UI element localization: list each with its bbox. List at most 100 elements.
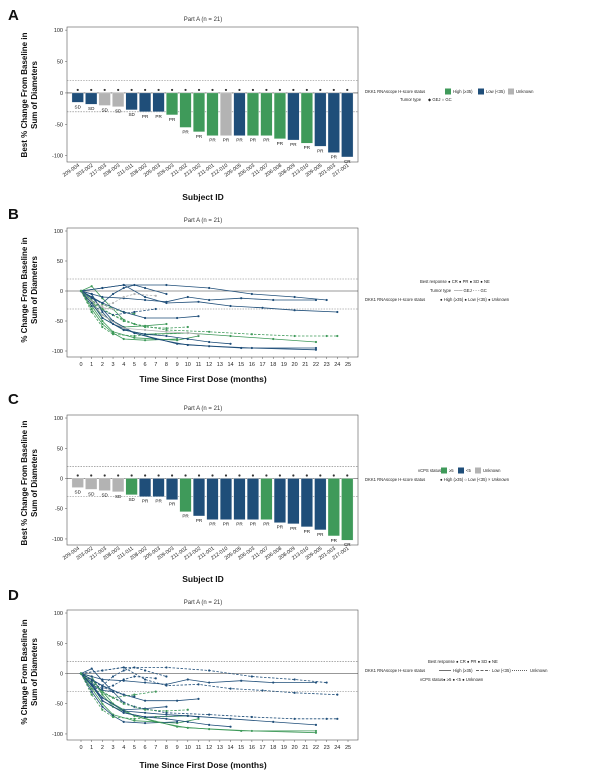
data-point — [111, 307, 115, 311]
data-point — [186, 331, 189, 335]
data-point — [143, 699, 147, 702]
data-point — [133, 693, 136, 696]
best-response-label: SD — [115, 109, 122, 114]
x-tick-label: 21 — [302, 362, 308, 368]
series-line — [80, 666, 167, 687]
data-point — [143, 325, 147, 329]
data-point — [197, 333, 200, 336]
data-point — [165, 334, 168, 338]
data-point — [101, 708, 104, 711]
y-tick-label: 0 — [60, 289, 63, 295]
data-point — [143, 316, 147, 320]
best-response-label: SD — [128, 112, 135, 117]
legend-d-vcps-title: vCPS status — [420, 677, 443, 682]
best-response-label: PR — [263, 138, 270, 143]
best-response-label: CR — [344, 159, 351, 164]
tumor-type-marker — [197, 88, 201, 92]
x-tick-label: 12 — [206, 745, 212, 751]
best-response-label: SD — [101, 107, 108, 112]
panel-letter-d: D — [8, 587, 19, 604]
data-point — [165, 684, 168, 687]
legend-d-best-items: ● CR ● PR ● SD ● NE — [456, 659, 498, 664]
data-point — [90, 690, 93, 693]
tumor-type-marker — [144, 88, 147, 92]
panel-letter-a: A — [8, 7, 19, 24]
data-point — [208, 723, 211, 726]
best-response-label: PR — [169, 117, 176, 122]
data-point — [143, 715, 147, 719]
data-point — [90, 292, 93, 296]
y-tick-label: 0 — [60, 476, 63, 482]
panel-d-ylabel-line2: Sum of Diameters — [30, 637, 39, 706]
y-tick-label: -50 — [55, 507, 63, 513]
data-point — [133, 292, 136, 296]
panel-c-ylabel-line2: Sum of Diameters — [30, 448, 39, 517]
data-point — [154, 294, 157, 297]
data-point — [165, 328, 168, 332]
data-point — [154, 307, 157, 311]
x-tick-label: 4 — [122, 745, 125, 751]
data-point — [111, 690, 115, 693]
panel-c-xlabel: Subject ID — [182, 574, 224, 584]
bar — [287, 92, 300, 141]
panel-a-title: Part A (n = 21) — [184, 17, 223, 23]
data-point — [208, 298, 211, 302]
panel-b-ylabel-line2: Sum of Diameters — [30, 255, 39, 324]
tumor-type-marker — [346, 474, 349, 477]
data-point — [101, 687, 104, 690]
data-point — [79, 289, 83, 293]
x-tick-label: 11 — [196, 362, 202, 368]
data-point — [133, 310, 136, 314]
data-point — [250, 729, 253, 733]
data-point — [111, 292, 115, 296]
bar — [327, 478, 340, 537]
data-point — [165, 713, 168, 716]
x-tick-label: 12 — [206, 362, 212, 368]
legend-panel-c: vCPS status ≥5 <5 Unknown DKK1 RNAscope … — [365, 467, 510, 482]
tumor-type-marker — [265, 474, 268, 477]
data-point — [133, 336, 136, 339]
tumor-type-marker — [278, 474, 281, 477]
data-point — [111, 715, 115, 719]
best-response-label: PR — [196, 134, 203, 139]
plots-layer: 100500-50-100SD209-004SD203-002SD217-003… — [52, 26, 359, 751]
data-point — [154, 720, 157, 723]
legend-d-vcps-items: ● ≥5 ● <5 ● Unknown — [443, 677, 484, 682]
data-point — [314, 340, 318, 344]
data-point — [154, 690, 157, 693]
legend-b-best-items: ● CR ● PR ● SD ● NE — [448, 279, 490, 284]
data-point — [293, 691, 296, 694]
y-tick-label: 0 — [60, 91, 63, 97]
data-point — [293, 678, 296, 681]
best-response-label: PR — [142, 114, 149, 119]
x-tick-label: 0 — [79, 745, 82, 751]
data-point — [90, 675, 93, 678]
panel-d-xlabel: Time Since First Dose (months) — [139, 760, 267, 770]
data-point — [101, 295, 104, 299]
data-point — [336, 717, 339, 720]
data-point — [101, 286, 104, 290]
tumor-type-marker — [76, 88, 79, 92]
bar — [179, 478, 192, 512]
data-point — [143, 339, 147, 342]
data-point — [154, 677, 157, 680]
x-tick-label: 15 — [238, 745, 244, 751]
data-point — [101, 322, 104, 326]
data-point — [197, 715, 200, 719]
tumor-type-marker — [197, 474, 201, 477]
data-point — [133, 719, 136, 722]
tumor-type-marker — [170, 474, 174, 477]
data-point — [186, 337, 189, 341]
x-tick-label: 15 — [238, 362, 244, 368]
tumor-type-marker — [278, 88, 281, 92]
best-response-label: SD — [88, 106, 95, 111]
data-point — [90, 684, 93, 687]
legend-b-tumor-title: Tumor type — [430, 288, 452, 293]
best-response-label: PR — [304, 529, 311, 534]
data-point — [272, 681, 275, 684]
best-response-label: SD — [128, 497, 135, 502]
data-point — [261, 689, 264, 692]
bar — [300, 92, 313, 144]
x-tick-label: 18 — [270, 745, 276, 751]
